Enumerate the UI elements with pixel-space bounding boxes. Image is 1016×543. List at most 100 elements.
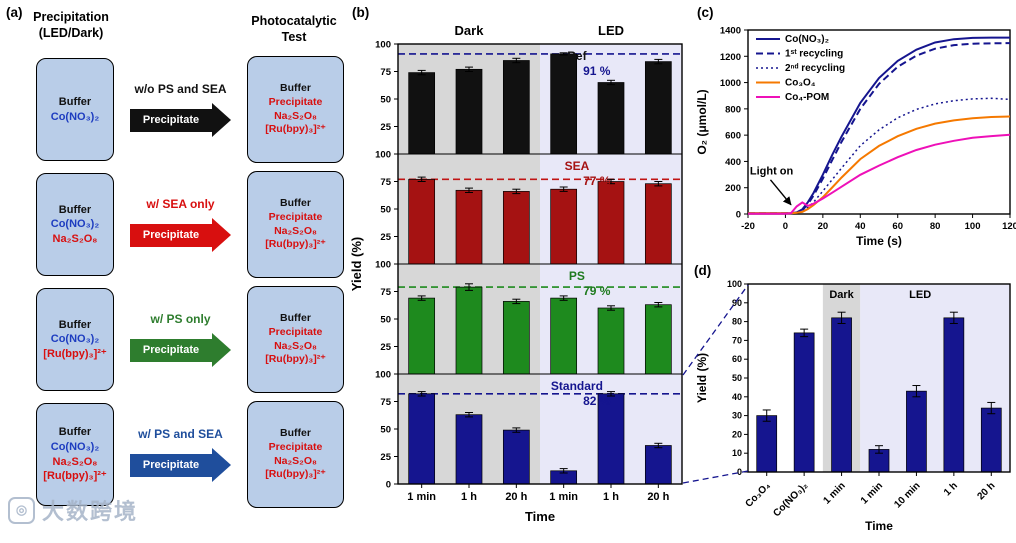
y-tick-label: 75 (380, 67, 391, 78)
box-line: [Ru(bpy)₃]²⁺ (43, 470, 107, 483)
condition-label: w/ PS and SEA (138, 427, 223, 441)
arrow-head-icon (212, 103, 231, 137)
box-line: Na₂S₂O₈ (274, 109, 317, 122)
box-line: Na₂S₂O₈ (274, 454, 317, 467)
bar (943, 317, 965, 473)
process-row: Buffer Co(NO₃)₂ Na₂S₂O₈ w/ SEA only Precipit… (4, 167, 348, 282)
x-tick-label: 80 (930, 221, 941, 232)
y-tick-label: 25 (380, 342, 391, 353)
series-line (748, 133, 1011, 215)
x-tick-label: 1 h (461, 491, 477, 503)
y-tick-label: 50 (380, 95, 391, 106)
y-axis-label: Yield (%) (695, 353, 709, 403)
box-line: [Ru(bpy)₃]²⁺ (265, 468, 326, 481)
bar (455, 286, 483, 375)
y-tick-label: 75 (380, 287, 391, 298)
bar (455, 414, 483, 485)
yield-summary-chart: Dark LED 0 10 20 30 40 50 60 70 80 90 100 Co₃O₄Co(NO₃… (695, 279, 1011, 533)
arrow-group: w/ SEA only Precipitate (114, 197, 247, 252)
x-tick-label: 20 h (505, 491, 527, 503)
y-tick-label: 10 (732, 448, 742, 458)
bar (597, 82, 625, 155)
y-tick-label: 40 (732, 392, 742, 402)
bar (644, 183, 672, 265)
panel-d-label: (d) (694, 263, 712, 278)
panel-a-right-header: Photocatalytic Test (238, 14, 350, 45)
x-tick-label: 10 min (892, 480, 922, 510)
bar (455, 68, 483, 155)
product-box: Buffer Precipitate Na₂S₂O₈ [Ru(bpy)₃]²⁺ (247, 56, 344, 163)
watermark: ◎ 大数跨境 (8, 494, 138, 526)
box-line: Co(NO₃)₂ (50, 440, 100, 453)
y-tick-label: 50 (732, 373, 742, 383)
box-line: [Ru(bpy)₃]²⁺ (265, 123, 326, 136)
arrow-body: Precipitate (130, 453, 212, 477)
product-box: Buffer Precipitate Na₂S₂O₈ [Ru(bpy)₃]²⁺ (247, 401, 344, 508)
arrow-group: w/o PS and SEA Precipitate (114, 82, 247, 137)
y-tick-label: 60 (732, 354, 742, 364)
panel-name: PS (569, 269, 585, 283)
box-line: Buffer (58, 318, 92, 331)
bar (408, 178, 436, 265)
condition-label: w/o PS and SEA (134, 82, 227, 96)
legend-label: Co₃O₄ (785, 78, 816, 89)
arrow-head-icon (212, 218, 231, 252)
o2-line-chart: -20 0 20 40 60 80 100 1200200400600800100012001… (695, 26, 1016, 249)
x-tick-label: 20 h (647, 491, 669, 503)
bar (644, 61, 672, 155)
x-tick-label: 1 min (859, 480, 885, 506)
x-tick-label: 1 min (407, 491, 436, 503)
box-line: [Ru(bpy)₃]²⁺ (265, 353, 326, 366)
bar (597, 307, 625, 375)
legend-label: Co₄-POM (785, 92, 829, 103)
panel-percentage: 91 % (583, 64, 611, 78)
header-line: Photocatalytic (251, 14, 337, 28)
y-tick-label: 0 (737, 467, 742, 477)
box-line: Precipitate (268, 325, 323, 338)
y-tick-label: 100 (375, 40, 391, 51)
reaction-mixture-box: Buffer Co(NO₃)₂ (36, 58, 114, 161)
arrow-head-icon (212, 448, 231, 482)
x-tick-label: 20 (818, 221, 829, 232)
y-tick-label: 100 (727, 279, 742, 289)
y-tick-label: 50 (380, 425, 391, 436)
y-tick-label: 100 (375, 260, 391, 271)
y-tick-label: 25 (380, 122, 391, 133)
header-line: (LED/Dark) (38, 25, 104, 40)
process-row: Buffer Co(NO₃)₂ Na₂S₂O₈ [Ru(bpy)₃]²⁺ w/ PS a… (4, 397, 348, 512)
y-tick-label: 1000 (720, 78, 741, 89)
watermark-text: 大数跨境 (42, 499, 139, 524)
panel-b-label: (b) (352, 5, 370, 20)
header-line: Precipitation (33, 10, 109, 24)
legend-label: Co(NO₃)₂ (785, 34, 829, 45)
y-tick-label: 0 (386, 480, 391, 491)
reaction-mixture-box: Buffer Co(NO₃)₂ Na₂S₂O₈ (36, 173, 114, 276)
process-diagram: Buffer Co(NO₃)₂ w/o PS and SEA Precipitate B… (4, 52, 348, 512)
series-line (748, 42, 1011, 215)
panel-name: Standard (551, 379, 603, 393)
legend-label: 1ˢᵗ recycling (785, 49, 843, 60)
bar (831, 317, 852, 473)
y-tick-label: 100 (375, 150, 391, 161)
box-line: Precipitate (268, 95, 323, 108)
arrow-head-icon (212, 333, 231, 367)
process-arrow: Precipitate (130, 103, 231, 137)
x-tick-label: Co₃O₄ (743, 480, 773, 510)
panel-percentage: 79 % (583, 284, 611, 298)
bar (502, 429, 530, 485)
x-axis-label: Time (s) (856, 234, 902, 248)
bar (644, 304, 672, 375)
panel-a-left-header: Precipitation (LED/Dark) (14, 10, 128, 41)
box-line: Co(NO₃)₂ (50, 110, 100, 123)
bar (793, 332, 815, 473)
dark-header: Dark (829, 289, 854, 301)
bar (408, 393, 436, 485)
bar (550, 53, 578, 155)
y-tick-label: 50 (380, 315, 391, 326)
y-axis-label: Yield (%) (349, 237, 364, 291)
process-arrow: Precipitate (130, 333, 231, 367)
annotation-arrow (769, 179, 792, 206)
panel-a-label: (a) (6, 5, 23, 20)
panel-name: SEA (565, 159, 590, 173)
